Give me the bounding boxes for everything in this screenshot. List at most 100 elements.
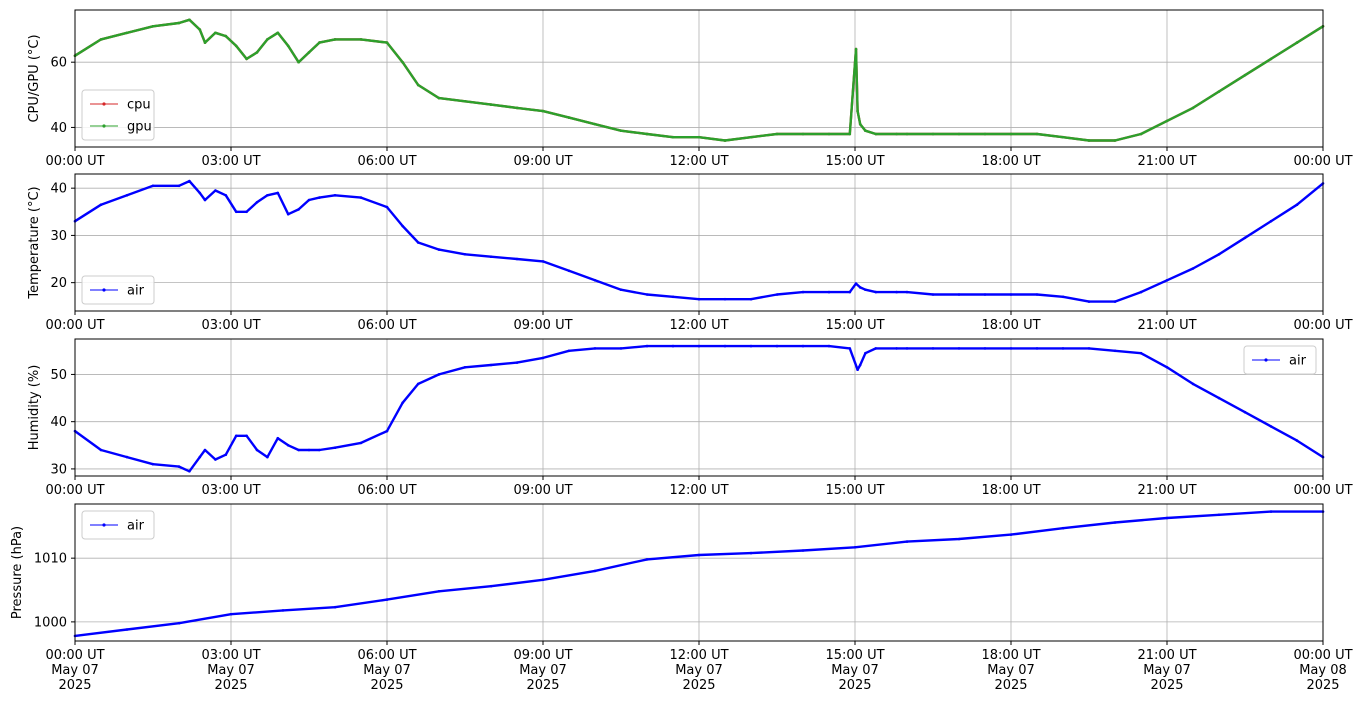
legend-label-cpu: cpu: [127, 98, 151, 113]
data-point: [593, 569, 597, 573]
data-point: [255, 448, 259, 452]
data-point: [957, 132, 961, 136]
x-tick-label: 09:00 UT May 07 2025: [513, 648, 572, 693]
data-point: [385, 205, 389, 209]
data-point: [749, 551, 753, 555]
data-point: [856, 109, 859, 113]
data-point: [151, 462, 155, 466]
y-tick-label: 40: [50, 121, 67, 136]
data-point: [1061, 295, 1065, 299]
data-point: [1087, 347, 1091, 350]
data-point: [125, 31, 129, 35]
data-point: [1009, 132, 1013, 136]
data-point: [957, 537, 961, 541]
data-point: [437, 590, 441, 593]
data-point: [463, 253, 467, 256]
data-point: [188, 470, 191, 473]
data-point: [297, 208, 300, 211]
legend-marker-air: [1264, 358, 1268, 362]
data-point: [801, 290, 805, 294]
data-point: [775, 132, 779, 136]
legend-label-air: air: [127, 519, 145, 534]
data-point: [1113, 521, 1117, 524]
x-tick-label: 00:00 UT: [1293, 483, 1352, 498]
legend: air: [81, 275, 155, 305]
data-point: [854, 282, 858, 285]
data-point: [856, 368, 859, 372]
series-points-air: [73, 344, 1325, 473]
data-point: [697, 135, 701, 139]
data-point: [1087, 139, 1091, 142]
data-point: [931, 347, 935, 350]
data-point: [286, 44, 290, 48]
x-tick-label: 00:00 UT: [45, 318, 104, 333]
data-point: [385, 41, 389, 44]
x-tick-label: 21:00 UT: [1137, 483, 1196, 498]
data-point: [286, 444, 290, 447]
x-tick-label: 12:00 UT: [669, 154, 728, 169]
y-tick-label: 60: [50, 56, 67, 71]
data-point: [401, 224, 404, 228]
data-point: [931, 132, 935, 136]
data-point: [177, 465, 181, 468]
data-point: [333, 605, 337, 609]
data-point: [245, 57, 248, 61]
data-point: [1061, 135, 1065, 139]
y-axis-label: Pressure (hPa): [10, 526, 25, 619]
data-point: [266, 194, 269, 197]
data-point: [645, 344, 649, 348]
data-point: [874, 290, 878, 294]
data-point: [1295, 203, 1299, 206]
data-point: [1191, 382, 1195, 386]
y-tick-label: 1010: [34, 552, 67, 567]
data-point: [266, 38, 269, 41]
data-point: [489, 584, 493, 588]
data-point: [151, 25, 155, 28]
series-points-air: [73, 179, 1325, 303]
data-point: [723, 344, 727, 348]
data-point: [1165, 516, 1169, 520]
data-point: [864, 288, 867, 292]
data-point: [318, 196, 321, 199]
data-point: [1139, 351, 1143, 355]
data-point: [697, 553, 701, 557]
data-point: [198, 28, 202, 31]
data-point: [827, 344, 831, 348]
data-point: [957, 293, 961, 296]
x-tick-label: 03:00 UT: [201, 154, 260, 169]
data-point: [1243, 410, 1247, 414]
y-tick-label: 40: [50, 415, 67, 430]
x-tick-label: 15:00 UT: [825, 318, 884, 333]
x-tick-label: 03:00 UT: [201, 318, 260, 333]
data-point: [99, 38, 103, 41]
data-point: [437, 96, 441, 100]
data-point: [515, 361, 519, 364]
data-point: [983, 132, 987, 136]
data-point: [874, 347, 878, 350]
data-point: [151, 184, 155, 188]
data-point: [489, 363, 493, 367]
x-tick-label: 12:00 UT May 07 2025: [669, 648, 728, 693]
data-point: [864, 351, 867, 355]
y-tick-label: 30: [50, 462, 67, 477]
data-point: [593, 122, 597, 126]
data-point: [671, 295, 675, 299]
data-point: [775, 344, 779, 348]
data-point: [297, 448, 300, 452]
x-tick-label: 06:00 UT May 07 2025: [357, 648, 416, 693]
data-point: [198, 455, 202, 459]
x-tick-label: 03:00 UT: [201, 483, 260, 498]
data-point: [1113, 349, 1117, 353]
data-point: [1139, 290, 1143, 294]
data-point: [619, 347, 623, 350]
data-point: [858, 286, 862, 289]
data-point: [1139, 132, 1143, 136]
data-point: [359, 38, 363, 41]
x-tick-label: 06:00 UT: [357, 483, 416, 498]
data-point: [1087, 300, 1091, 303]
data-point: [224, 34, 228, 38]
data-point: [931, 293, 935, 296]
data-point: [541, 356, 545, 360]
data-point: [957, 347, 961, 350]
x-tick-label: 09:00 UT: [513, 483, 572, 498]
